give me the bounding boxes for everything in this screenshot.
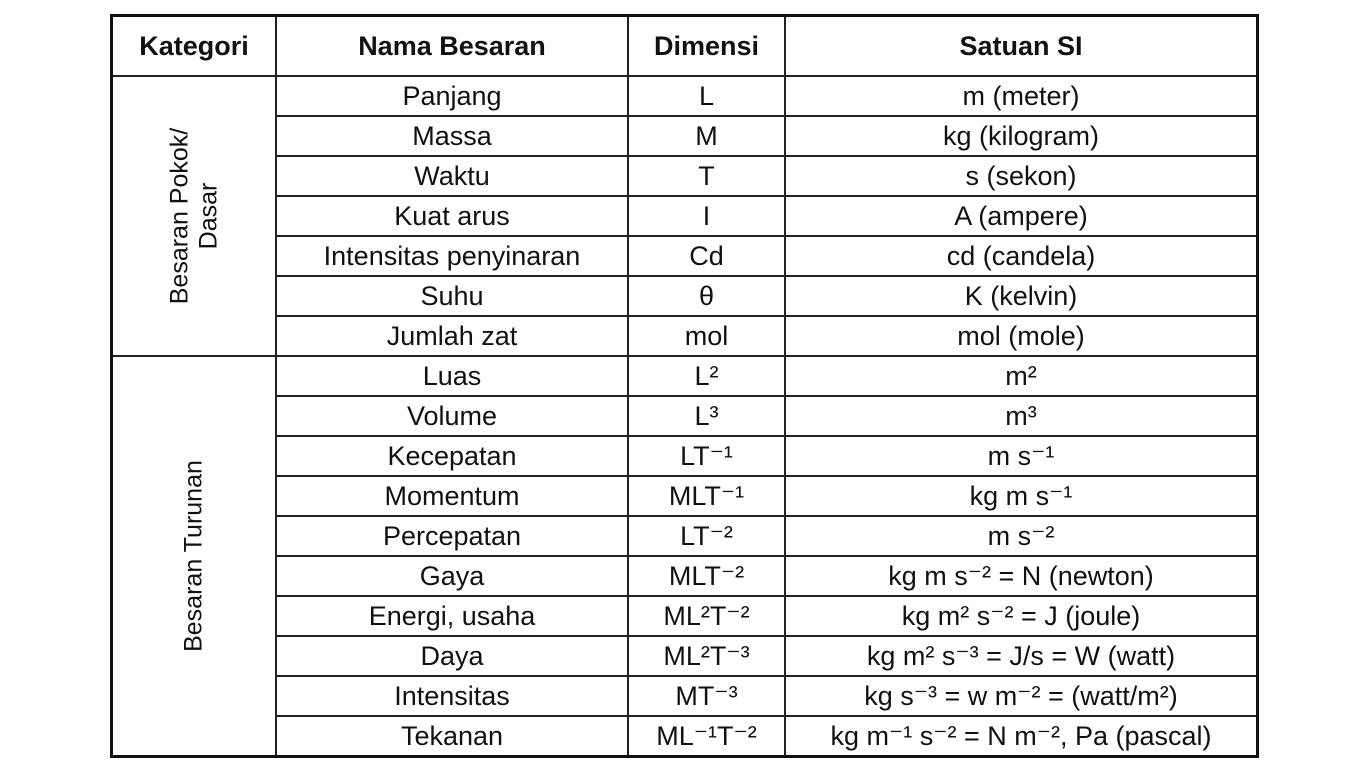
dimension-cell: LT⁻² (627, 515, 786, 557)
quantity-name-cell: Intensitas penyinaran (275, 235, 629, 277)
si-unit-cell: m s⁻¹ (784, 435, 1259, 477)
quantity-name-cell: Kecepatan (275, 435, 629, 477)
quantity-name-cell: Percepatan (275, 515, 629, 557)
table-row: Percepatan LT⁻² m s⁻² (112, 515, 1259, 557)
quantity-name-cell: Tekanan (275, 715, 629, 758)
category-label-line: Besaran Pokok/ (165, 127, 194, 305)
si-unit-cell: K (kelvin) (784, 275, 1259, 317)
si-unit-cell: kg m s⁻² = N (newton) (784, 555, 1259, 597)
quantity-name-cell: Jumlah zat (275, 315, 629, 357)
si-unit-cell: kg m⁻¹ s⁻² = N m⁻², Pa (pascal) (784, 715, 1259, 758)
dimension-cell: L (627, 75, 786, 117)
si-unit-cell: mol (mole) (784, 315, 1259, 357)
category-label: Besaran Turunan (180, 460, 209, 652)
table-row: Suhu θ K (kelvin) (112, 275, 1259, 317)
quantity-name-cell: Momentum (275, 475, 629, 517)
table-row: Volume L³ m³ (112, 395, 1259, 437)
table-row: Besaran Turunan Luas L² m² (110, 355, 1259, 758)
table-row: Tekanan ML⁻¹T⁻² kg m⁻¹ s⁻² = N m⁻², Pa (pa… (112, 715, 1259, 758)
table-row: Gaya MLT⁻² kg m s⁻² = N (newton) (112, 555, 1259, 597)
si-unit-cell: kg m s⁻¹ (784, 475, 1259, 517)
table-row: Daya ML²T⁻³ kg m² s⁻³ = J/s = W (watt) (112, 635, 1259, 677)
header-nama-besaran: Nama Besaran (275, 14, 629, 77)
category-label: Besaran Pokok/Dasar (165, 128, 223, 305)
dimension-cell: MLT⁻² (627, 555, 786, 597)
si-unit-cell: kg m² s⁻² = J (joule) (784, 595, 1259, 637)
si-unit-cell: m (meter) (784, 75, 1259, 117)
si-unit-cell: m³ (784, 395, 1259, 437)
dimension-cell: L² (627, 355, 786, 397)
quantity-name-cell: Kuat arus (275, 195, 629, 237)
si-unit-cell: kg m² s⁻³ = J/s = W (watt) (784, 635, 1259, 677)
dimension-cell: ML²T⁻³ (627, 635, 786, 677)
quantity-name-cell: Daya (275, 635, 629, 677)
dimension-cell: ML²T⁻² (627, 595, 786, 637)
quantity-name-cell: Intensitas (275, 675, 629, 717)
quantity-name-cell: Waktu (275, 155, 629, 197)
quantity-name-cell: Volume (275, 395, 629, 437)
si-unit-cell: m s⁻² (784, 515, 1259, 557)
table-row: Energi, usaha ML²T⁻² kg m² s⁻² = J (joule) (112, 595, 1259, 637)
category-cell: Besaran Turunan (110, 355, 277, 758)
dimension-cell: θ (627, 275, 786, 317)
quantity-name-cell: Gaya (275, 555, 629, 597)
header-satuan-si: Satuan SI (784, 14, 1259, 77)
quantity-name-cell: Energi, usaha (275, 595, 629, 637)
si-units-table: Kategori Nama Besaran Dimensi Satuan SI … (110, 14, 1259, 758)
table-row: Intensitas penyinaran Cd cd (candela) (112, 235, 1259, 277)
quantity-name-cell: Panjang (275, 75, 629, 117)
quantity-name-cell: Suhu (275, 275, 629, 317)
si-unit-cell: kg s⁻³ = w m⁻² = (watt/m²) (784, 675, 1259, 717)
header-row: Kategori Nama Besaran Dimensi Satuan SI (110, 14, 1259, 77)
si-unit-cell: m² (784, 355, 1259, 397)
si-unit-cell: A (ampere) (784, 195, 1259, 237)
si-unit-cell: cd (candela) (784, 235, 1259, 277)
header-dimensi: Dimensi (627, 14, 786, 77)
category-cell: Besaran Pokok/Dasar (110, 75, 277, 357)
dimension-cell: Cd (627, 235, 786, 277)
dimension-cell: ML⁻¹T⁻² (627, 715, 786, 758)
si-unit-cell: kg (kilogram) (784, 115, 1259, 157)
table-row: Jumlah zat mol mol (mole) (112, 315, 1259, 357)
dimension-cell: MLT⁻¹ (627, 475, 786, 517)
dimension-cell: MT⁻³ (627, 675, 786, 717)
table-row: Kecepatan LT⁻¹ m s⁻¹ (112, 435, 1259, 477)
header-kategori: Kategori (110, 14, 277, 77)
si-unit-cell: s (sekon) (784, 155, 1259, 197)
quantity-name-cell: Massa (275, 115, 629, 157)
dimension-cell: T (627, 155, 786, 197)
category-label-line: Dasar (194, 182, 222, 250)
table-row: Intensitas MT⁻³ kg s⁻³ = w m⁻² = (watt/m²) (112, 675, 1259, 717)
table-row: Kuat arus I A (ampere) (112, 195, 1259, 237)
dimension-cell: LT⁻¹ (627, 435, 786, 477)
category-label-line: Besaran Turunan (179, 460, 208, 652)
dimension-cell: mol (627, 315, 786, 357)
table-row: Momentum MLT⁻¹ kg m s⁻¹ (112, 475, 1259, 517)
dimension-cell: L³ (627, 395, 786, 437)
dimension-cell: M (627, 115, 786, 157)
quantity-name-cell: Luas (275, 355, 629, 397)
dimension-cell: I (627, 195, 786, 237)
